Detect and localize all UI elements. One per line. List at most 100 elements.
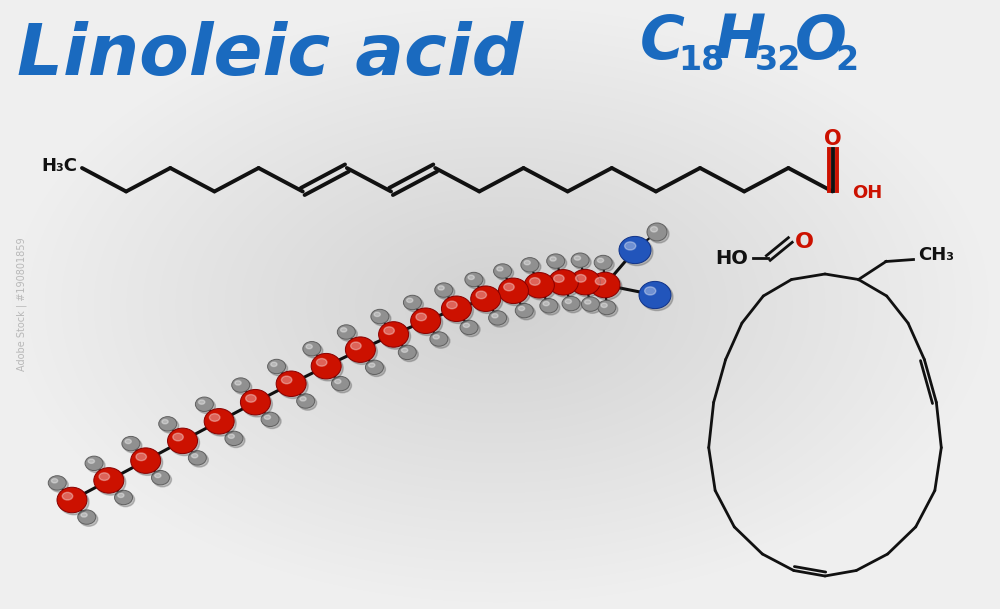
Text: HO: HO <box>715 248 748 267</box>
Ellipse shape <box>278 373 308 398</box>
Ellipse shape <box>413 310 443 336</box>
Ellipse shape <box>206 410 236 436</box>
Ellipse shape <box>367 362 385 376</box>
Ellipse shape <box>228 434 234 438</box>
Ellipse shape <box>270 361 288 376</box>
Ellipse shape <box>600 302 618 317</box>
Ellipse shape <box>465 272 483 287</box>
Ellipse shape <box>225 431 243 446</box>
Ellipse shape <box>59 489 89 515</box>
Ellipse shape <box>154 473 172 487</box>
Ellipse shape <box>242 392 272 417</box>
Ellipse shape <box>51 479 58 483</box>
Ellipse shape <box>518 306 525 311</box>
Ellipse shape <box>476 291 486 298</box>
Ellipse shape <box>316 359 327 366</box>
Ellipse shape <box>313 356 343 381</box>
Ellipse shape <box>401 348 408 353</box>
Ellipse shape <box>467 274 485 289</box>
Ellipse shape <box>170 430 200 456</box>
Ellipse shape <box>261 412 279 426</box>
Ellipse shape <box>398 345 416 359</box>
Ellipse shape <box>384 327 394 334</box>
Ellipse shape <box>337 325 355 339</box>
Ellipse shape <box>403 295 421 309</box>
Ellipse shape <box>524 273 554 298</box>
Ellipse shape <box>494 264 512 278</box>
Ellipse shape <box>581 297 599 311</box>
Ellipse shape <box>369 363 375 367</box>
Ellipse shape <box>232 378 250 392</box>
Ellipse shape <box>463 323 470 328</box>
Ellipse shape <box>195 397 213 412</box>
Text: O: O <box>824 130 841 149</box>
Ellipse shape <box>601 303 607 308</box>
Text: Adobe Stock | #190801859: Adobe Stock | #190801859 <box>17 237 27 371</box>
Ellipse shape <box>598 300 616 315</box>
Ellipse shape <box>374 312 380 317</box>
Ellipse shape <box>88 459 95 463</box>
Ellipse shape <box>597 258 604 262</box>
Text: 32: 32 <box>755 43 801 77</box>
Text: 18: 18 <box>678 43 724 77</box>
Ellipse shape <box>430 332 448 346</box>
Text: 2: 2 <box>835 43 858 77</box>
Ellipse shape <box>347 339 377 364</box>
Ellipse shape <box>590 272 620 298</box>
Ellipse shape <box>641 283 673 311</box>
Ellipse shape <box>460 320 478 334</box>
Ellipse shape <box>117 492 135 507</box>
Ellipse shape <box>81 513 87 517</box>
Ellipse shape <box>491 312 509 327</box>
Ellipse shape <box>583 299 601 313</box>
Ellipse shape <box>122 437 140 451</box>
Ellipse shape <box>492 314 498 318</box>
Ellipse shape <box>594 255 612 270</box>
Ellipse shape <box>576 275 586 282</box>
Ellipse shape <box>131 448 161 473</box>
Ellipse shape <box>462 322 480 337</box>
Ellipse shape <box>649 225 669 243</box>
Ellipse shape <box>168 428 198 454</box>
Text: Linoleic acid: Linoleic acid <box>17 21 523 90</box>
Ellipse shape <box>159 417 177 431</box>
Ellipse shape <box>435 283 453 297</box>
Ellipse shape <box>549 256 567 270</box>
Ellipse shape <box>437 285 455 299</box>
Ellipse shape <box>57 487 87 513</box>
Ellipse shape <box>447 301 457 309</box>
Ellipse shape <box>305 343 323 358</box>
Ellipse shape <box>125 439 131 443</box>
Ellipse shape <box>523 259 541 274</box>
Ellipse shape <box>173 433 183 441</box>
Ellipse shape <box>524 261 530 265</box>
Ellipse shape <box>235 381 241 385</box>
Ellipse shape <box>497 267 503 271</box>
Ellipse shape <box>381 324 411 349</box>
Ellipse shape <box>209 414 220 421</box>
Ellipse shape <box>471 286 501 311</box>
Ellipse shape <box>133 450 163 476</box>
Text: H₃C: H₃C <box>41 157 77 175</box>
Ellipse shape <box>268 359 286 374</box>
Ellipse shape <box>94 468 124 493</box>
Ellipse shape <box>85 456 103 471</box>
Ellipse shape <box>565 299 571 303</box>
Ellipse shape <box>595 277 606 285</box>
Ellipse shape <box>199 400 205 404</box>
Ellipse shape <box>468 275 474 280</box>
Ellipse shape <box>621 238 653 266</box>
Ellipse shape <box>87 458 105 473</box>
Text: C: C <box>640 13 685 71</box>
Ellipse shape <box>271 362 277 367</box>
Ellipse shape <box>570 269 600 295</box>
Ellipse shape <box>500 280 530 306</box>
Ellipse shape <box>498 278 528 303</box>
Ellipse shape <box>571 253 589 267</box>
Ellipse shape <box>299 396 317 410</box>
Ellipse shape <box>416 313 426 321</box>
Ellipse shape <box>547 254 565 269</box>
Ellipse shape <box>190 452 208 467</box>
Ellipse shape <box>155 473 161 477</box>
Ellipse shape <box>411 308 441 334</box>
